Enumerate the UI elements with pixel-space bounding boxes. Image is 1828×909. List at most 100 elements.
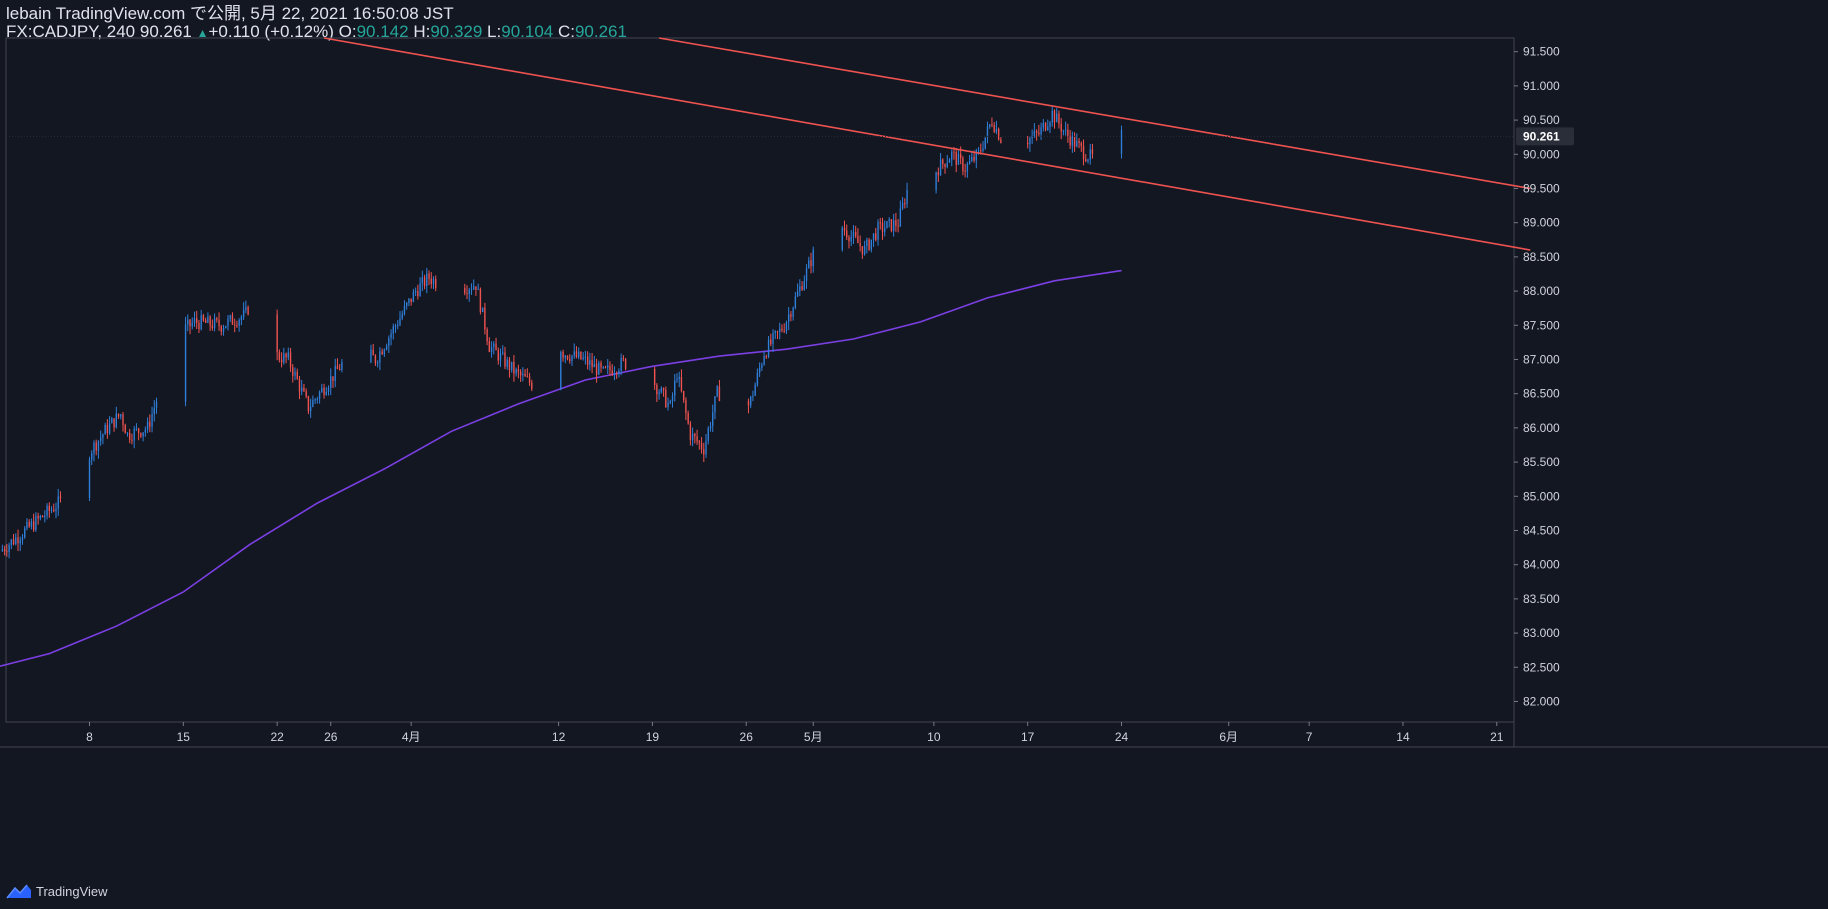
candle-down — [765, 356, 768, 358]
candle-down — [680, 376, 683, 392]
candle-up — [602, 366, 604, 368]
candle-up — [707, 428, 709, 441]
candle-up — [225, 325, 227, 329]
candle-up — [564, 355, 566, 358]
candle-up — [99, 437, 102, 441]
candle-down — [59, 496, 62, 499]
candle-up — [620, 358, 622, 371]
time-tick-label: 7 — [1306, 730, 1313, 744]
candle-up — [984, 137, 986, 149]
candle-up — [394, 325, 397, 327]
candle-up — [146, 421, 149, 430]
candle-up — [1047, 126, 1049, 130]
footer-brand[interactable]: TradingView — [6, 880, 108, 902]
candle-up — [1031, 135, 1033, 139]
candle-up — [714, 396, 716, 413]
candle-down — [338, 369, 341, 371]
candle-up — [222, 328, 225, 332]
candle-up — [50, 509, 53, 511]
candle-up — [754, 384, 756, 396]
candle-up — [892, 220, 895, 231]
candle-down — [790, 314, 792, 317]
candle-up — [408, 298, 410, 303]
candle-down — [991, 124, 993, 126]
candle-up — [10, 539, 13, 546]
candle-up — [316, 398, 319, 400]
candle-up — [1056, 113, 1058, 123]
candle-down — [604, 366, 607, 368]
candle-down — [944, 163, 946, 168]
candle-down — [624, 358, 627, 369]
candle-up — [287, 352, 289, 358]
candle-down — [53, 509, 55, 512]
candle-down — [783, 330, 785, 332]
candle-down — [904, 203, 906, 205]
price-tick-label: 87.500 — [1523, 318, 1560, 332]
candle-down — [106, 424, 109, 434]
candle-up — [808, 260, 810, 269]
candle-down — [656, 384, 658, 395]
candle-down — [937, 172, 940, 176]
candle-up — [598, 362, 600, 375]
candle-up — [104, 424, 106, 435]
candle-up — [301, 387, 303, 392]
ohlc-legend: FX:CADJPY, 240 90.261 ▲+0.110 (+0.12%) O… — [6, 22, 627, 43]
price-tick-label: 86.500 — [1523, 387, 1560, 401]
trendlines-layer[interactable] — [323, 37, 1531, 251]
candle-down — [848, 237, 850, 242]
candle-down — [1073, 136, 1076, 147]
candle-up — [499, 353, 502, 361]
candle-up — [325, 392, 327, 395]
candle-up — [1029, 138, 1031, 145]
candle-up — [314, 399, 316, 401]
candle-up — [995, 128, 998, 132]
candle-up — [19, 540, 21, 544]
candle-up — [126, 432, 129, 434]
candle-down — [1038, 132, 1040, 135]
candle-down — [285, 353, 287, 358]
candle-up — [906, 190, 908, 205]
time-axis[interactable]: 8 15 22 26 4月 12 19 26 5月 10 17 24 6月 7 14 21 — [86, 722, 1504, 744]
candle-up — [866, 239, 868, 246]
candle-down — [466, 293, 468, 295]
candle-down — [879, 222, 881, 224]
price-tick-label: 84.000 — [1523, 558, 1560, 572]
candle-down — [854, 232, 857, 237]
candle-down — [653, 368, 656, 385]
price-tick-label: 85.500 — [1523, 455, 1560, 469]
candle-up — [1071, 136, 1074, 146]
candle-down — [770, 339, 772, 344]
candle-up — [712, 412, 714, 426]
candle-up — [877, 222, 879, 240]
candle-down — [609, 365, 611, 371]
candle-down — [810, 260, 812, 267]
candle-up — [1087, 159, 1089, 162]
candle-down — [689, 423, 692, 441]
candle-up — [787, 314, 790, 323]
candle-up — [477, 288, 479, 290]
candle-up — [135, 428, 138, 430]
price-tick-label: 89.500 — [1523, 181, 1560, 195]
candle-up — [852, 232, 855, 237]
candle-down — [586, 356, 589, 365]
candle-down — [113, 418, 115, 428]
price-tick-label: 85.000 — [1523, 489, 1560, 503]
candle-up — [975, 150, 977, 161]
candle-down — [149, 421, 151, 427]
candle-up — [935, 172, 937, 191]
candle-down — [1035, 131, 1038, 133]
candle-down — [517, 369, 520, 372]
candle-up — [414, 291, 417, 293]
time-tick-label: 4月 — [402, 730, 421, 744]
brand-label: TradingView — [36, 883, 108, 899]
candle-down — [526, 376, 529, 378]
candle-up — [884, 228, 886, 232]
candle-up — [91, 453, 93, 460]
candle-down — [861, 246, 864, 255]
price-axis[interactable]: 82.000 82.500 83.000 83.500 84.000 84.500 85.0… — [6, 45, 1574, 709]
candle-up — [1051, 110, 1053, 123]
candle-down — [703, 449, 705, 455]
moving-average-line — [0, 269, 1122, 668]
candle-down — [1078, 140, 1080, 143]
